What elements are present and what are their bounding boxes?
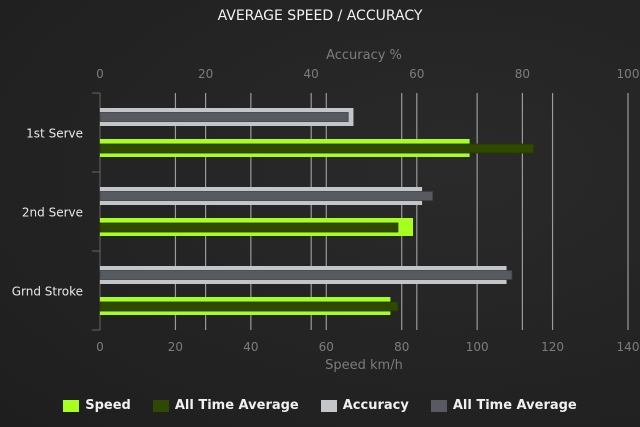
bar-speed-average [99,222,399,233]
x-bottom-tick-label: 120 [541,340,564,354]
bar-speed-average [99,143,535,154]
x-bottom-tick-label: 20 [168,340,183,354]
legend-swatch [430,399,447,412]
legend-label: All Time Average [452,398,577,413]
y-category-label: Grnd Stroke [12,285,83,299]
x-bottom-tick-label: 0 [96,340,104,354]
legend-swatch [320,399,337,412]
legend-label: All Time Average [174,398,299,413]
bar-accuracy-average [99,270,513,280]
x-bottom-tick-label: 100 [466,340,489,354]
x-bottom-axis-title: Speed km/h [325,358,403,373]
legend-label: Accuracy [342,398,409,413]
bar-accuracy-average [99,112,349,122]
x-top-tick-label: 60 [409,67,424,81]
x-top-tick-label: 80 [515,67,530,81]
legend: Speed All Time Average Accuracy All Time… [0,398,640,413]
legend-item-accuracy[interactable]: Accuracy [320,398,409,413]
x-bottom-tick-label: 140 [617,340,640,354]
x-top-tick-label: 0 [96,67,104,81]
chart-title: AVERAGE SPEED / ACCURACY [217,8,423,24]
legend-label: Speed [85,398,131,413]
legend-item-accuracy-average[interactable]: All Time Average [430,398,577,413]
bar-accuracy-average [99,191,434,201]
legend-item-speed[interactable]: Speed [63,398,131,413]
x-bottom-tick-label: 80 [394,340,409,354]
y-category-label: 1st Serve [26,127,83,141]
bar-speed-average [99,301,399,312]
x-bottom-tick-label: 60 [319,340,334,354]
legend-item-speed-average[interactable]: All Time Average [152,398,299,413]
y-category-label: 2nd Serve [22,206,83,220]
legend-swatch [152,399,169,412]
x-top-tick-label: 40 [304,67,319,81]
x-top-tick-label: 100 [617,67,640,81]
legend-swatch [63,399,80,412]
x-top-tick-label: 20 [198,67,213,81]
x-top-axis-title: Accuracy % [326,48,402,63]
x-bottom-tick-label: 40 [243,340,258,354]
